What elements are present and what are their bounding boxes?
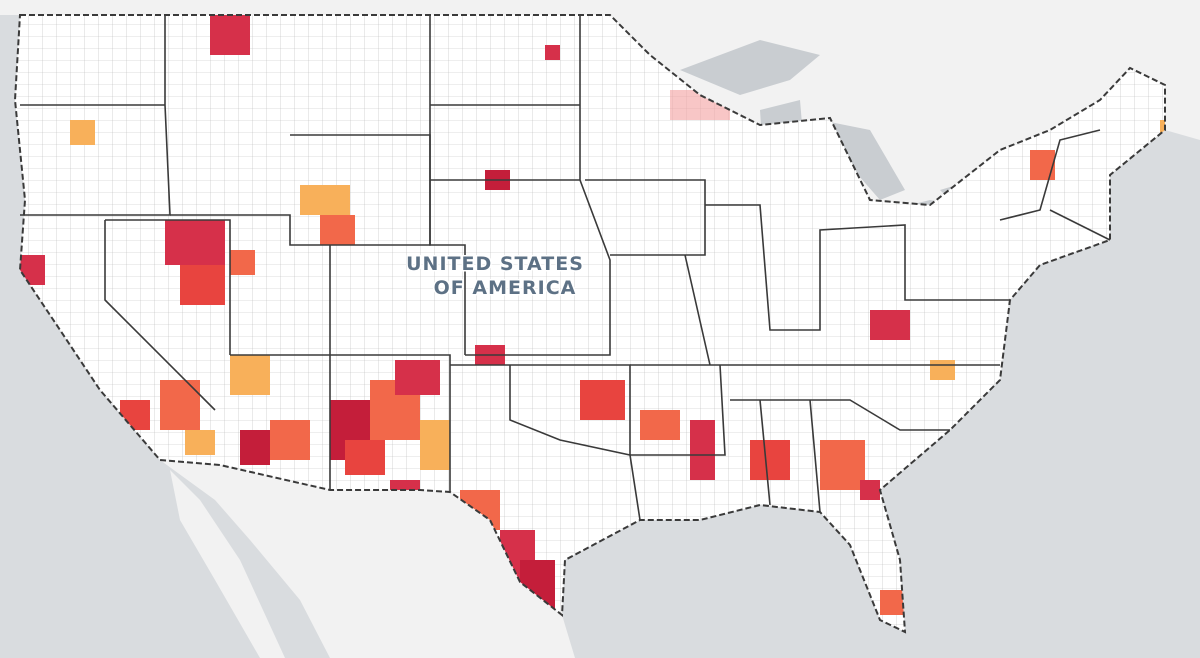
state-lines — [20, 15, 1111, 521]
lake — [680, 40, 820, 95]
mexico — [160, 460, 575, 658]
country-label: OF AMERICA — [434, 277, 577, 299]
canada — [0, 0, 1200, 205]
lake — [820, 120, 905, 200]
baja — [170, 470, 285, 658]
country-label: UNITED STATES — [406, 253, 584, 275]
